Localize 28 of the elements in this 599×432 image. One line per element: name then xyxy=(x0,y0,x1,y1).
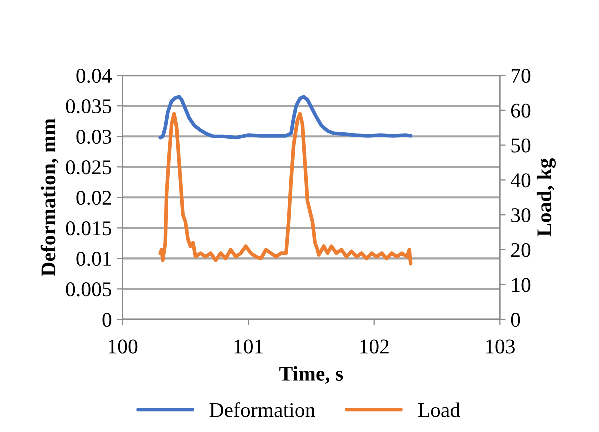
x-tick-label: 103 xyxy=(486,340,515,354)
y-tick-label: 0.025 xyxy=(66,160,112,175)
x-axis-title: Time, s xyxy=(280,366,344,384)
x-tick-label: 101 xyxy=(234,340,263,354)
line-series xyxy=(158,95,413,140)
x-tick-label: 100 xyxy=(109,340,138,354)
y2-axis-title: Load, kg xyxy=(536,158,556,237)
y2-tick-label: 0 xyxy=(511,313,520,328)
legend-label: Load xyxy=(418,402,460,418)
y-tick-label: 0.005 xyxy=(66,282,112,297)
y2-tick-label: 10 xyxy=(512,278,531,292)
y-tick-label: 0.035 xyxy=(66,99,112,114)
y-tick-label: 0.02 xyxy=(76,191,112,206)
y-axis-title: Deformation, mm xyxy=(40,118,59,277)
y2-tick-label: 60 xyxy=(511,104,531,118)
legend-label: Deformation xyxy=(210,402,316,418)
y-tick-label: 0.04 xyxy=(76,68,112,84)
line-series xyxy=(158,112,413,266)
y-tick-label: 0 xyxy=(102,313,112,328)
y2-tick-label: 70 xyxy=(512,68,531,84)
y2-tick-label: 40 xyxy=(510,174,531,188)
y2-tick-label: 50 xyxy=(512,138,531,153)
y-tick-label: 0.03 xyxy=(76,130,112,144)
y2-tick-label: 30 xyxy=(512,208,531,223)
y-tick-label: 0.015 xyxy=(66,222,112,236)
y2-tick-label: 20 xyxy=(511,243,531,258)
y-tick-label: 0.01 xyxy=(76,252,112,266)
x-tick-label: 102 xyxy=(360,340,389,354)
